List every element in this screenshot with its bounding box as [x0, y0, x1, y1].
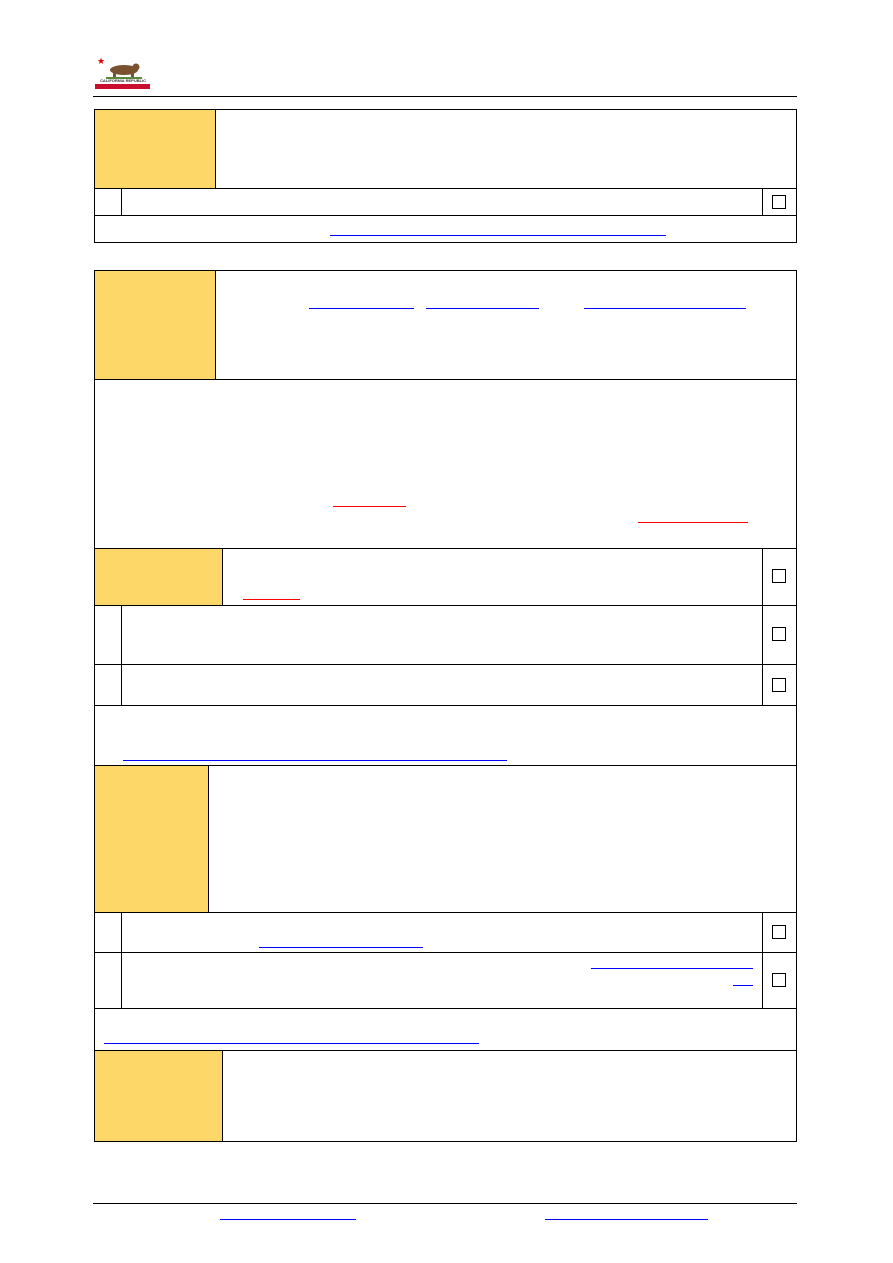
section-box	[94, 270, 797, 1142]
link[interactable]	[243, 599, 300, 600]
row-rule	[94, 1050, 797, 1051]
row-rule	[94, 705, 797, 706]
checkbox[interactable]	[772, 627, 786, 641]
row-rule	[94, 664, 797, 665]
col-rule	[121, 188, 122, 215]
row-rule	[94, 215, 797, 216]
logo-text: CALIFORNIA REPUBLIC	[100, 78, 147, 83]
col-rule	[121, 605, 122, 705]
link[interactable]	[123, 760, 507, 761]
row-rule	[94, 605, 797, 606]
link[interactable]	[259, 947, 423, 948]
section-label	[95, 549, 223, 606]
col-rule	[121, 912, 122, 1008]
row-rule	[94, 379, 797, 380]
section-label	[95, 1051, 223, 1141]
checkbox[interactable]	[772, 678, 786, 692]
row-rule	[94, 1008, 797, 1009]
link[interactable]	[220, 1219, 356, 1220]
row-rule	[94, 188, 797, 189]
link[interactable]	[426, 308, 539, 309]
logo-bear	[106, 63, 142, 79]
checkbox[interactable]	[772, 925, 786, 939]
row-rule	[94, 952, 797, 953]
checkbox[interactable]	[772, 973, 786, 987]
col-rule	[762, 548, 763, 705]
link[interactable]	[638, 522, 748, 523]
checkbox[interactable]	[772, 569, 786, 583]
logo-bar	[95, 84, 150, 89]
section-box	[94, 109, 797, 243]
link[interactable]	[591, 968, 753, 969]
link[interactable]	[584, 308, 746, 309]
row-rule	[94, 548, 797, 549]
header-rule	[93, 96, 797, 97]
section-label	[95, 271, 216, 380]
link[interactable]	[333, 506, 406, 507]
footer-rule	[93, 1203, 797, 1204]
section-label	[95, 766, 209, 913]
logo-star: ★	[97, 56, 106, 66]
link[interactable]	[330, 235, 666, 236]
link[interactable]	[545, 1219, 708, 1220]
section-label	[95, 110, 216, 189]
link[interactable]	[309, 308, 414, 309]
col-rule	[762, 912, 763, 1008]
link[interactable]	[104, 1043, 479, 1044]
checkbox[interactable]	[772, 195, 786, 209]
row-rule	[94, 912, 797, 913]
row-rule	[94, 765, 797, 766]
link[interactable]	[733, 985, 753, 986]
col-rule	[762, 188, 763, 215]
